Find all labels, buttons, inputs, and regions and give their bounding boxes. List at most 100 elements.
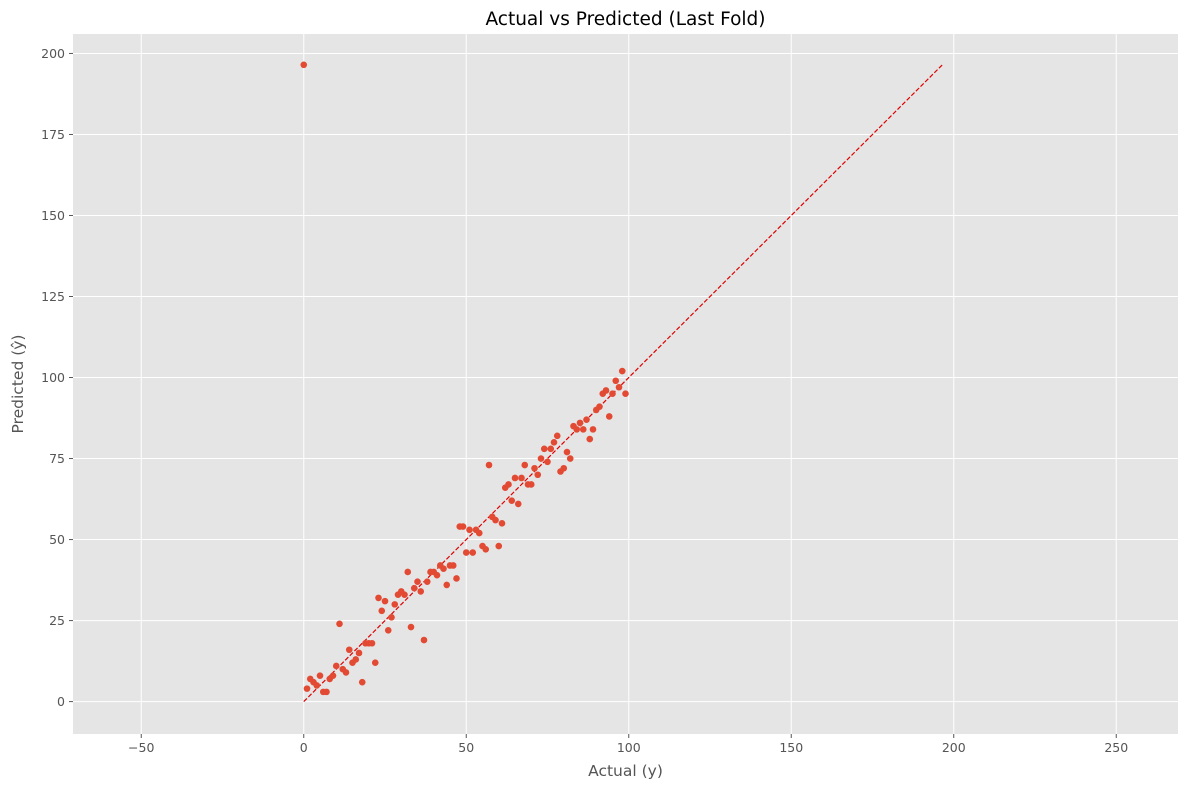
data-point xyxy=(475,529,483,537)
y-tick-label: 125 xyxy=(41,289,65,304)
data-point xyxy=(518,474,525,482)
data-point xyxy=(612,377,620,385)
data-point xyxy=(313,682,321,689)
data-point xyxy=(560,464,568,472)
data-point xyxy=(485,461,493,469)
data-point xyxy=(443,581,451,589)
data-point xyxy=(466,526,473,534)
data-point xyxy=(375,594,382,602)
data-point xyxy=(469,549,477,556)
x-tick-label: 100 xyxy=(617,740,641,755)
data-point xyxy=(482,545,490,553)
data-point xyxy=(352,656,360,663)
x-tick-label: 0 xyxy=(300,740,308,755)
data-point xyxy=(358,678,366,686)
chart-title: Actual vs Predicted (Last Fold) xyxy=(485,9,765,30)
data-point xyxy=(576,419,584,427)
data-point xyxy=(521,461,529,469)
data-point xyxy=(449,562,457,569)
y-tick-label: 100 xyxy=(41,370,65,385)
y-tick-label: 0 xyxy=(57,694,65,709)
data-point xyxy=(544,458,551,466)
data-point xyxy=(527,481,535,488)
data-point xyxy=(300,61,308,69)
x-tick-label: 150 xyxy=(779,740,803,755)
data-point xyxy=(401,591,408,598)
plot-area xyxy=(73,34,1178,734)
data-point xyxy=(329,672,337,679)
data-point xyxy=(381,597,389,605)
y-axis-label: Predicted (ŷ) xyxy=(9,335,27,434)
data-point xyxy=(378,607,386,615)
data-point xyxy=(508,497,516,504)
y-tick-label: 150 xyxy=(41,208,65,223)
data-point xyxy=(355,649,363,657)
data-point xyxy=(547,445,555,453)
x-axis-label: Actual (y) xyxy=(588,762,663,780)
data-point xyxy=(404,568,412,576)
data-point xyxy=(391,601,399,608)
grid-lines xyxy=(73,34,1178,734)
data-point xyxy=(534,471,542,479)
data-point xyxy=(332,662,340,670)
data-point xyxy=(495,542,503,550)
data-point xyxy=(423,578,431,585)
data-point xyxy=(505,481,512,488)
data-point xyxy=(514,500,522,508)
x-tick-label: 50 xyxy=(458,740,474,755)
x-tick-label: −50 xyxy=(128,740,154,755)
data-point xyxy=(388,614,395,621)
data-point xyxy=(531,464,538,472)
data-point xyxy=(566,455,574,462)
data-point xyxy=(589,426,597,433)
data-point xyxy=(440,565,447,573)
x-tick-label: 250 xyxy=(1104,740,1128,755)
data-point xyxy=(384,626,392,634)
data-point xyxy=(453,575,460,582)
data-point xyxy=(622,390,629,398)
data-point xyxy=(618,367,626,375)
tick-labels: −50 0 50 100 150 200 250 0 25 50 75 100 125 150 175 200 xyxy=(41,46,1128,755)
data-point xyxy=(579,426,587,433)
reference-line-group xyxy=(303,64,943,703)
data-point xyxy=(316,672,324,679)
data-point xyxy=(459,523,467,530)
data-point xyxy=(417,588,425,595)
reference-line xyxy=(303,64,943,703)
y-tick-label: 50 xyxy=(49,532,65,547)
data-point xyxy=(492,516,499,524)
y-tick-label: 200 xyxy=(41,46,65,61)
data-point xyxy=(583,416,590,423)
data-point xyxy=(433,571,441,579)
data-point xyxy=(602,387,610,394)
data-point xyxy=(537,455,545,462)
data-point xyxy=(410,584,418,592)
y-tick-label: 75 xyxy=(49,451,65,466)
data-point xyxy=(323,688,330,696)
y-tick-label: 25 xyxy=(49,613,65,628)
data-point xyxy=(586,435,594,443)
y-tick-label: 175 xyxy=(41,127,65,142)
data-point xyxy=(336,620,343,628)
data-point xyxy=(596,403,603,410)
data-point xyxy=(414,578,421,585)
data-point xyxy=(550,439,558,446)
data-point xyxy=(540,445,548,453)
data-point xyxy=(609,390,616,398)
data-point xyxy=(345,646,353,654)
data-point xyxy=(342,669,350,676)
data-point xyxy=(498,520,506,527)
data-point xyxy=(462,549,470,556)
data-point xyxy=(368,639,376,647)
data-points xyxy=(300,61,629,696)
data-point xyxy=(615,383,623,391)
data-point xyxy=(553,432,561,440)
data-point xyxy=(407,623,415,631)
data-point xyxy=(303,685,311,692)
data-point xyxy=(511,474,519,482)
data-point xyxy=(573,426,581,433)
data-point xyxy=(605,413,613,420)
data-point xyxy=(420,636,428,644)
x-tick-label: 200 xyxy=(942,740,966,755)
